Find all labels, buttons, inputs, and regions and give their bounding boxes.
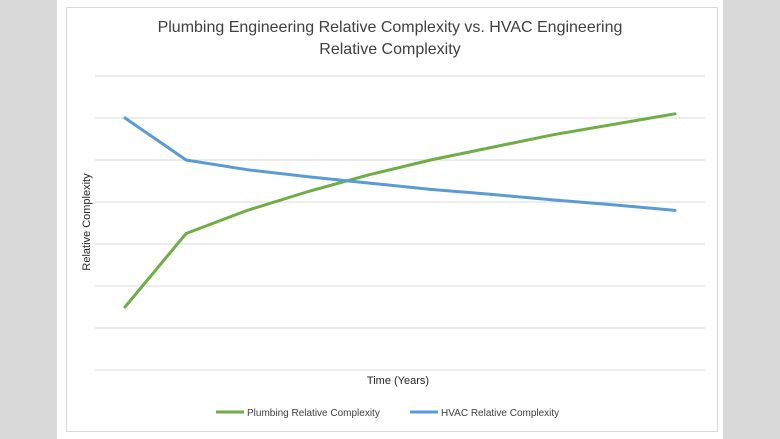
legend-label-hvac: HVAC Relative Complexity [441,408,559,419]
chart-title-line-2: Relative Complexity [319,41,460,58]
gridlines [95,75,705,371]
series-line-plumbing [123,112,677,309]
legend-label-plumbing: Plumbing Relative Complexity [247,408,380,419]
series-line-hvac [123,116,677,212]
series-lines [123,112,677,309]
y-axis-label: Relative Complexity [81,173,93,271]
legend: Plumbing Relative Complexity HVAC Relati… [216,408,559,419]
x-axis-label: Time (Years) [367,375,429,387]
chart-area [66,7,718,432]
chart-title-line-1: Plumbing Engineering Relative Complexity… [158,19,623,36]
slide-background [57,0,723,439]
